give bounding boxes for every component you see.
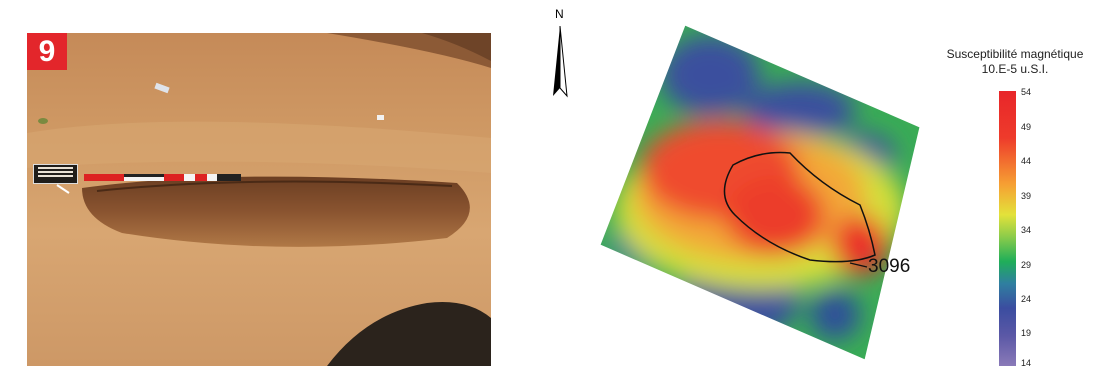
- north-label: N: [555, 7, 564, 21]
- legend-tick: 49: [1021, 122, 1032, 132]
- legend-tick: 44: [1021, 156, 1032, 166]
- north-arrow-marker: [56, 184, 70, 194]
- trench-edge: [96, 180, 453, 192]
- shadow: [327, 302, 491, 366]
- tag-marker-small: [377, 115, 384, 120]
- feature-outline: [723, 151, 876, 263]
- excavated-trench: [82, 176, 470, 247]
- plant: [38, 118, 48, 124]
- legend-tick: 19: [1021, 328, 1032, 338]
- legend-tick: 24: [1021, 294, 1032, 304]
- photo-scene: [27, 33, 491, 366]
- figure-badge: 9: [27, 33, 67, 70]
- legend-tick: 34: [1021, 225, 1032, 235]
- legend-title-line1: Susceptibilité magnétique: [946, 47, 1084, 61]
- susceptibility-map: [599, 24, 921, 361]
- rod-markings: [84, 174, 241, 181]
- legend-color-ramp: [999, 91, 1016, 366]
- map-frame: [599, 24, 921, 361]
- north-arrow-icon: [553, 25, 568, 98]
- spoil-heap-shadow: [422, 33, 491, 61]
- legend-tick: 39: [1021, 191, 1032, 201]
- legend-title: Susceptibilité magnétique 10.E-5 u.S.I.: [930, 47, 1100, 77]
- excavation-photo: 9: [27, 33, 491, 366]
- ground-band: [27, 121, 491, 173]
- tag-marker: [154, 82, 170, 94]
- legend-tick: 54: [1021, 87, 1032, 97]
- feature-number-label: 3096: [868, 256, 911, 277]
- feature-leader-line: [849, 262, 868, 268]
- legend-tick: 14: [1021, 358, 1032, 368]
- site-label-board: [33, 164, 78, 184]
- measuring-rod: [84, 174, 241, 181]
- legend-tick: 29: [1021, 260, 1032, 270]
- legend-title-line2: 10.E-5 u.S.I.: [981, 62, 1049, 76]
